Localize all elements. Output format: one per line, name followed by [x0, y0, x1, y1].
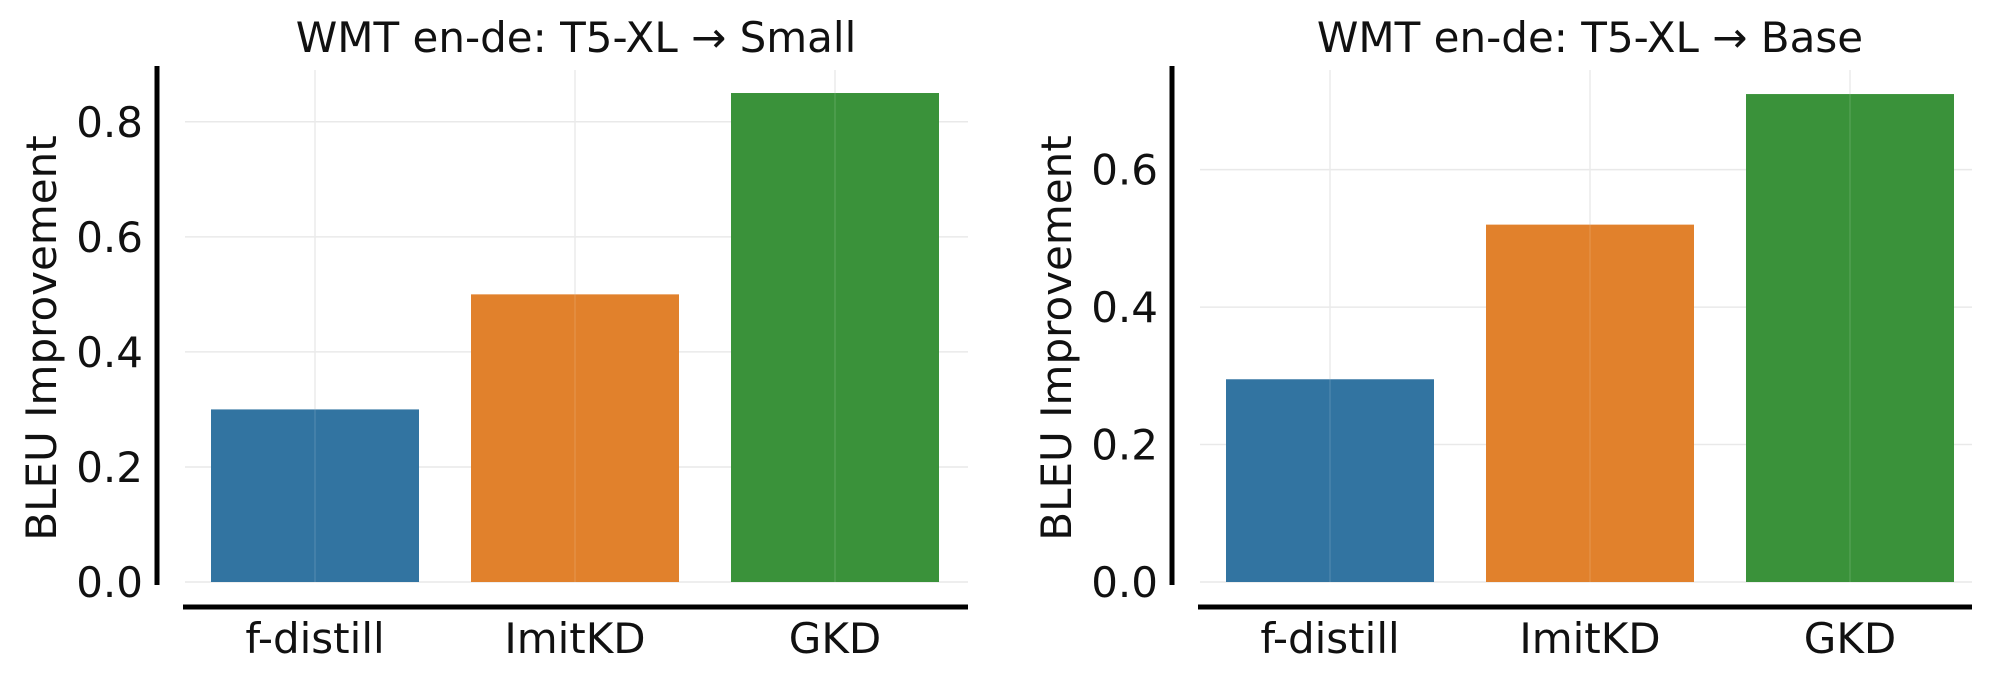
y-tick-label: 0.4	[1091, 283, 1158, 332]
bar-imitkd	[471, 294, 679, 582]
y-tick-label: 0.2	[1091, 421, 1158, 470]
y-tick-label: 0.2	[76, 443, 143, 492]
x-tick-label: f-distill	[245, 614, 384, 663]
x-tick-label: ImitKD	[1519, 614, 1660, 663]
chart-title: WMT en-de: T5-XL → Base	[1317, 13, 1863, 62]
chart-small: 0.0 0.2 0.4 0.6 0.8 f-distill ImitKD GKD BLEU Im…	[17, 13, 968, 663]
x-tick-label: GKD	[789, 614, 881, 663]
bar-f-distill	[211, 409, 419, 582]
y-axis-label: BLEU Improvement	[17, 135, 66, 540]
chart-base: 0.0 0.2 0.4 0.6 f-distill ImitKD GKD BLEU Impro…	[1032, 13, 1972, 663]
y-tick-label: 0.6	[76, 213, 143, 262]
x-tick-label: ImitKD	[504, 614, 645, 663]
y-tick-label: 0.8	[76, 98, 143, 147]
y-tick-label: 0.0	[76, 558, 143, 607]
x-tick-label: f-distill	[1260, 614, 1399, 663]
y-tick-label: 0.4	[76, 328, 143, 377]
y-tick-label: 0.0	[1091, 558, 1158, 607]
chart-title: WMT en-de: T5-XL → Small	[296, 13, 857, 62]
bar-gkd	[1746, 94, 1954, 583]
y-axis-label: BLEU Improvement	[1032, 135, 1081, 540]
x-tick-label: GKD	[1804, 614, 1896, 663]
bar-imitkd	[1486, 224, 1694, 583]
y-tick-label: 0.6	[1091, 146, 1158, 195]
bar-gkd	[731, 93, 939, 583]
bar-f-distill	[1226, 379, 1434, 582]
